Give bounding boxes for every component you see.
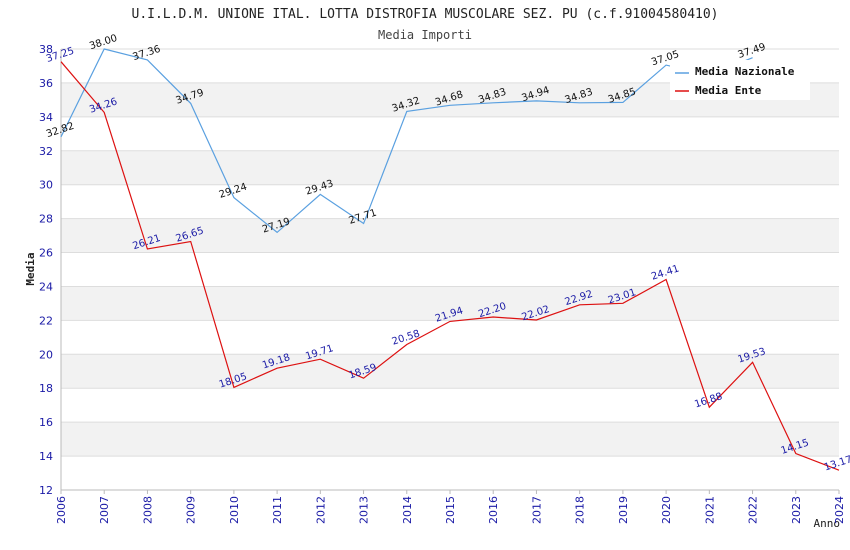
- x-tick-label: 2018: [574, 496, 587, 524]
- grid-band: [61, 422, 839, 457]
- y-tick-label: 36: [39, 77, 53, 90]
- x-tick-label: 2012: [314, 496, 327, 524]
- y-tick-label: 26: [39, 247, 53, 260]
- y-tick-label: 16: [39, 416, 53, 429]
- x-tick-label: 2010: [228, 496, 241, 524]
- legend-entry-media-ente: Media Ente: [695, 84, 762, 97]
- grid-bands: [61, 49, 839, 490]
- x-tick-label: 2024: [833, 496, 846, 524]
- x-tick-label: 2006: [55, 496, 68, 524]
- grid-band: [61, 286, 839, 321]
- series-line-media-ente: [60, 61, 840, 471]
- grid-band: [61, 116, 839, 151]
- legend-background: [670, 60, 810, 100]
- y-tick-label: 20: [39, 348, 53, 361]
- x-tick-label: 2013: [358, 496, 371, 524]
- x-tick-label: 2016: [487, 496, 500, 524]
- legend-entry-media-nazionale: Media Nazionale: [695, 65, 795, 78]
- grid-band: [61, 218, 839, 253]
- x-tick-label: 2011: [271, 496, 284, 524]
- y-axis-label: Media: [24, 252, 37, 285]
- y-tick-label: 18: [39, 382, 53, 395]
- x-tick-label: 2015: [444, 496, 457, 524]
- y-axis-ticks: 12 14 16 18 20 22 24 26 28 30 32 34 36 38: [39, 43, 53, 497]
- series-line-media-nazionale: [60, 48, 753, 234]
- x-tick-label: 2021: [703, 496, 716, 524]
- x-tick-label: 2007: [98, 496, 111, 524]
- y-tick-label: 38: [39, 43, 53, 56]
- x-tick-label: 2008: [141, 496, 154, 524]
- x-tick-label: 2014: [401, 496, 414, 524]
- y-tick-label: 24: [39, 280, 53, 293]
- y-tick-label: 34: [39, 111, 53, 124]
- x-tick-label: 2023: [790, 496, 803, 524]
- x-axis-label: Anno: [814, 517, 841, 530]
- grid-band: [61, 252, 839, 287]
- x-tick-label: 2022: [747, 496, 760, 524]
- y-tick-label: 28: [39, 213, 53, 226]
- y-tick-label: 14: [39, 450, 53, 463]
- chart-title: U.I.L.D.M. UNIONE ITAL. LOTTA DISTROFIA …: [132, 7, 719, 22]
- x-tick-label: 2009: [185, 496, 198, 524]
- chart-subtitle: Media Importi: [378, 28, 472, 42]
- grid-band: [61, 456, 839, 490]
- grid-band: [61, 388, 839, 423]
- x-tick-label: 2020: [660, 496, 673, 524]
- grid-band: [61, 320, 839, 355]
- grid-band: [61, 354, 839, 389]
- y-tick-label: 12: [39, 484, 53, 497]
- legend: Media Nazionale Media Ente: [670, 60, 810, 100]
- x-tick-label: 2019: [617, 496, 630, 524]
- grid-band: [61, 184, 839, 219]
- x-tick-label: 2017: [530, 496, 543, 524]
- series-layer: [60, 48, 840, 471]
- grid-band: [61, 150, 839, 185]
- x-axis-ticks: 2006 2007 2008 2009 2010 2011 2012 2013 2014 2015…: [55, 490, 846, 524]
- y-tick-label: 22: [39, 314, 53, 327]
- y-tick-label: 30: [39, 179, 53, 192]
- y-tick-label: 32: [39, 145, 53, 158]
